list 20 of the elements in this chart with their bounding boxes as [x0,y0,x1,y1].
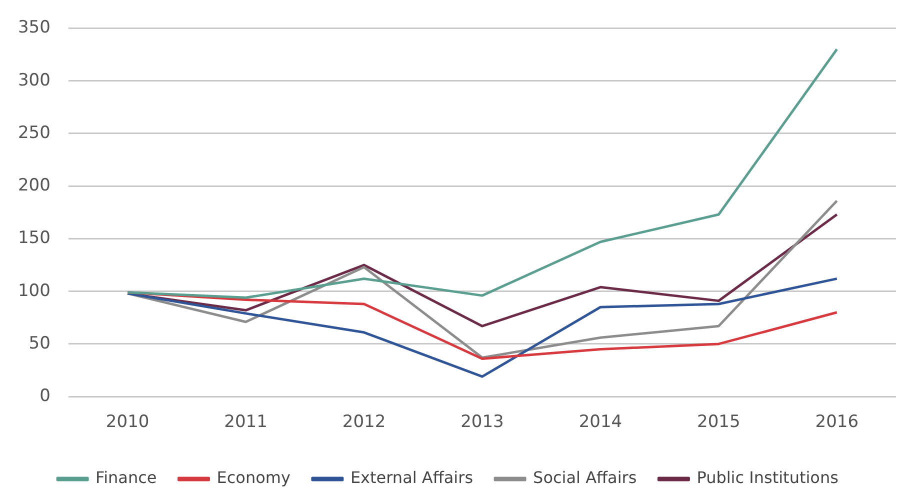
y-tick-label: 50 [28,333,50,354]
y-tick-label: 250 [18,122,50,143]
x-tick-label: 2012 [342,412,386,432]
y-tick-label: 350 [18,18,50,38]
y-tick-label: 0 [40,386,50,406]
legend-label: Economy [216,468,290,488]
y-tick-label: 100 [18,280,50,301]
y-tick-label: 300 [18,70,50,90]
x-tick-label: 2011 [224,412,268,432]
x-tick-label: 2013 [460,412,504,432]
y-tick-label: 150 [18,228,50,248]
legend-label: Finance [96,468,157,488]
x-tick-label: 2014 [578,412,622,432]
legend-label: External Affairs [350,468,474,488]
legend-label: Social Affairs [533,468,637,488]
x-tick-label: 2015 [697,412,740,432]
y-tick-label: 200 [18,176,50,196]
legend-label: Public Institutions [696,468,838,488]
x-tick-label: 2010 [106,412,150,432]
x-tick-label: 2016 [815,412,859,432]
